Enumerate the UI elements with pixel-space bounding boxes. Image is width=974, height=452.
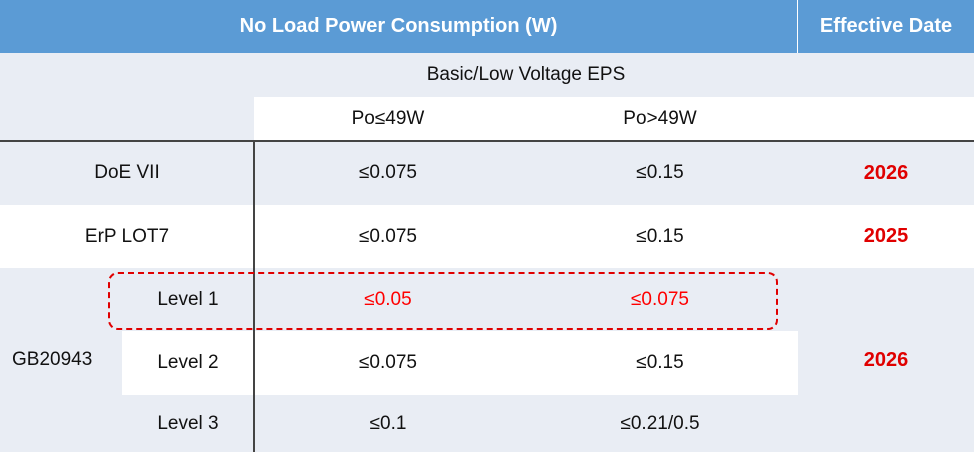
column-header: Po≤49W <box>254 97 522 141</box>
header-title: No Load Power Consumption (W) <box>0 0 797 53</box>
divider <box>797 0 798 53</box>
value-cell: ≤0.05 <box>254 268 522 331</box>
blank-cell <box>798 97 974 141</box>
blank-cell <box>0 53 254 141</box>
value-cell: ≤0.15 <box>522 331 798 395</box>
subheader-group: Basic/Low Voltage EPS <box>254 53 798 97</box>
divider <box>0 140 974 142</box>
group-name: GB20943 <box>0 268 122 452</box>
blank-cell <box>798 53 974 97</box>
column-header: Po>49W <box>522 97 798 141</box>
value-cell: ≤0.075 <box>254 141 522 205</box>
value-cell: ≤0.075 <box>254 331 522 395</box>
highlight-box <box>108 272 778 330</box>
value-cell: ≤0.21/0.5 <box>522 395 798 452</box>
level-name: Level 3 <box>122 395 254 452</box>
level-name: Level 1 <box>122 268 254 331</box>
value-cell: ≤0.075 <box>522 268 798 331</box>
date-cell: 2025 <box>798 205 974 268</box>
value-cell: ≤0.075 <box>254 205 522 268</box>
level-name: Level 2 <box>122 331 254 395</box>
value-cell: ≤0.15 <box>522 205 798 268</box>
value-cell: ≤0.15 <box>522 141 798 205</box>
date-cell: 2026 <box>798 268 974 452</box>
date-cell: 2026 <box>798 141 974 205</box>
value-cell: ≤0.1 <box>254 395 522 452</box>
row-name: ErP LOT7 <box>0 205 254 268</box>
divider <box>253 141 255 452</box>
header-date: Effective Date <box>798 0 974 53</box>
row-name: DoE VII <box>0 141 254 205</box>
